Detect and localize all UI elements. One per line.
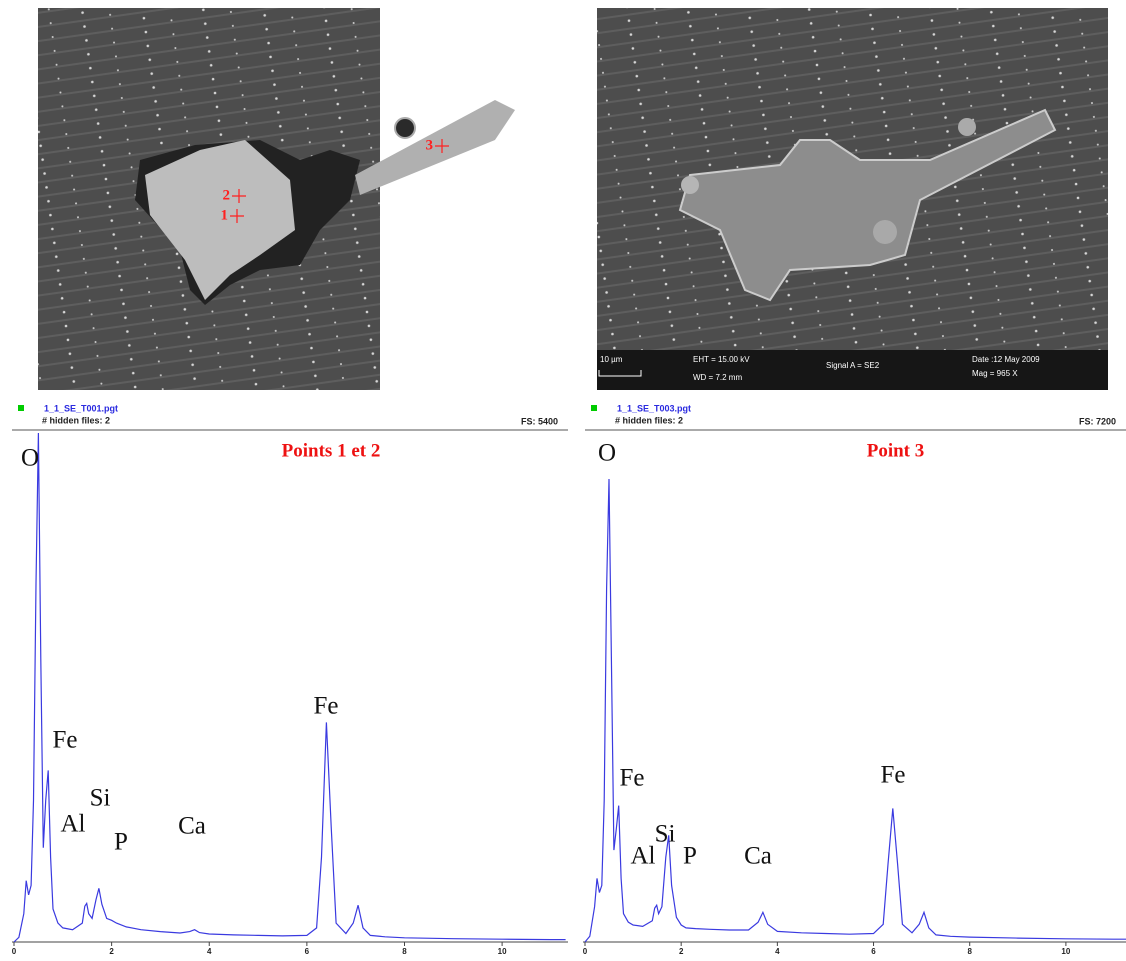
element-label: P xyxy=(114,829,128,856)
crosshair xyxy=(230,209,244,223)
chart-title: Points 1 et 2 xyxy=(282,440,381,461)
sem-image xyxy=(597,8,1108,390)
spectra: 1_1_SE_T001.pgt # hidden files: 2 FS: 5400… xyxy=(12,403,1126,956)
element-label: Fe xyxy=(53,727,78,754)
sem-labels: 1 2 3 10.0 µm xyxy=(221,137,545,390)
x-tick-label: 6 xyxy=(871,947,876,956)
element-label: Ca xyxy=(744,843,772,870)
spectrum-line xyxy=(584,478,1126,943)
file-name: 1_1_SE_T001.pgt xyxy=(44,403,118,413)
crosshair xyxy=(232,189,246,203)
full-scale: FS: 5400 xyxy=(521,416,558,426)
element-label: Si xyxy=(655,821,676,848)
chart-title: Point 3 xyxy=(867,440,925,461)
sem-info: 10 µm EHT = 15.00 kV WD = 7.2 mm Signal A =… xyxy=(598,355,1040,382)
x-tick-label: 2 xyxy=(679,947,684,956)
scale-label: 10 µm xyxy=(600,355,623,364)
scale-label: 10.0 µm xyxy=(481,371,539,390)
legend-marker xyxy=(18,405,24,411)
element-label: Al xyxy=(631,843,656,870)
element-label: Fe xyxy=(881,762,906,789)
sem-info-text: WD = 7.2 mm xyxy=(693,373,742,382)
scale-bar xyxy=(479,359,545,368)
x-tick-label: 2 xyxy=(109,947,114,956)
sem-image xyxy=(38,8,515,390)
scale-bar xyxy=(598,370,642,377)
element-label: O xyxy=(21,445,39,472)
sem-info-text: Date :12 May 2009 xyxy=(972,355,1040,364)
x-tick-label: 4 xyxy=(775,947,780,956)
x-tick-label: 6 xyxy=(305,947,310,956)
sem-info-text: EHT = 15.00 kV xyxy=(693,355,750,364)
x-tick-label: 8 xyxy=(402,947,407,956)
sem-info-text: Mag = 965 X xyxy=(972,369,1018,378)
x-tick-label: 0 xyxy=(12,947,17,956)
element-label: P xyxy=(683,843,697,870)
point-label: 2 xyxy=(223,187,231,203)
sem-info-text: Signal A = SE2 xyxy=(826,361,880,370)
element-label: Fe xyxy=(314,693,339,720)
x-tick-label: 0 xyxy=(583,947,588,956)
element-label: Si xyxy=(90,785,111,812)
element-label: O xyxy=(598,440,616,467)
hidden-files: # hidden files: 2 xyxy=(42,415,110,425)
hidden-files: # hidden files: 2 xyxy=(615,415,683,425)
point-label: 3 xyxy=(426,137,434,153)
legend-marker xyxy=(591,405,597,411)
x-tick-label: 10 xyxy=(1061,947,1070,956)
element-label: Al xyxy=(61,811,86,838)
element-label: Fe xyxy=(620,765,645,792)
file-name: 1_1_SE_T003.pgt xyxy=(617,403,691,413)
x-tick-label: 10 xyxy=(498,947,507,956)
element-label: Ca xyxy=(178,813,206,840)
crosshair xyxy=(435,139,449,153)
point-label: 1 xyxy=(221,207,229,223)
spectrum-line xyxy=(13,432,566,943)
x-tick-label: 8 xyxy=(967,947,972,956)
full-scale: FS: 7200 xyxy=(1079,416,1116,426)
x-tick-label: 4 xyxy=(207,947,212,956)
